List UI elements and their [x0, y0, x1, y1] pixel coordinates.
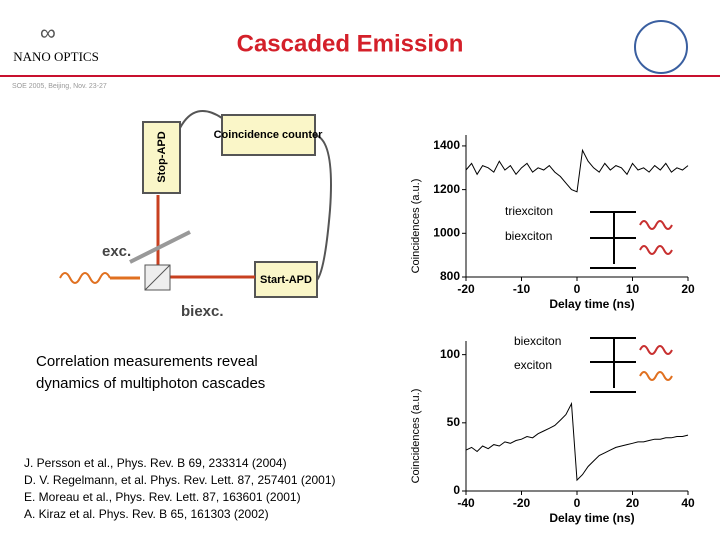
start-apd: [254, 261, 318, 298]
x-tick-label: 40: [681, 496, 695, 510]
data-line: [465, 148, 689, 193]
x-axis-label: Delay time (ns): [549, 511, 634, 525]
reference: A. Kiraz et al. Phys. Rev. B 65, 161303 …: [24, 507, 269, 521]
start-label: Start-APD: [260, 274, 312, 286]
data-line: [465, 401, 689, 482]
y-tick-label: 1400: [433, 138, 460, 152]
x-tick-label: -10: [513, 282, 531, 296]
x-tick-label: -40: [457, 496, 475, 510]
y-tick-label: 0: [453, 483, 460, 497]
x-axis-label: Delay time (ns): [549, 297, 634, 311]
reference: D. V. Regelmann, et al. Phys. Rev. Lett.…: [24, 473, 336, 487]
x-tick-label: 0: [574, 496, 581, 510]
stop-label: Stop-APD: [156, 131, 168, 182]
y-tick-label: 1200: [433, 182, 460, 196]
reference: E. Moreau et al., Phys. Rev. Lett. 87, 1…: [24, 490, 301, 504]
exc-label: exc.: [102, 243, 131, 260]
cable: [179, 109, 223, 129]
y-tick-label: 50: [447, 415, 461, 429]
filter: [129, 230, 191, 264]
annotation: biexciton: [514, 334, 561, 348]
y-axis-label: Coincidences (a.u.): [410, 389, 422, 484]
setup-diagram: Coincidence counter Stop-APD Start-APD e…: [59, 109, 332, 320]
x-tick-label: 20: [681, 282, 695, 296]
subtitle: SOE 2005, Beijing, Nov. 23-27: [12, 83, 107, 90]
annotation: biexciton: [505, 229, 552, 243]
x-tick-label: 0: [574, 282, 581, 296]
splitter-face: [144, 264, 171, 291]
logo: NANO OPTICS: [13, 49, 99, 64]
annotation: exciton: [514, 358, 552, 372]
university-seal: [634, 20, 688, 74]
reference: J. Persson et al., Phys. Rev. B 69, 2333…: [24, 456, 287, 470]
cable: [314, 134, 332, 281]
x-tick-label: -20: [513, 496, 531, 510]
level-scheme: [590, 211, 673, 393]
coincidence-label: Coincidence counter: [214, 129, 324, 141]
y-tick-label: 1000: [433, 225, 460, 239]
stop-apd: [142, 121, 181, 194]
y-axis-label: Coincidences (a.u.): [410, 179, 422, 274]
references: J. Persson et al., Phys. Rev. B 69, 2333…: [24, 456, 336, 521]
x-tick-label: -20: [457, 282, 475, 296]
title: Cascaded Emission: [237, 30, 464, 57]
x-tick-label: 10: [626, 282, 640, 296]
y-tick-label: 800: [440, 269, 460, 283]
y-tick-label: 100: [440, 347, 460, 361]
x-tick-label: 20: [626, 496, 640, 510]
annotation: triexciton: [505, 204, 553, 218]
summary: Correlation measurements reveal dynamics …: [36, 353, 265, 392]
biexc-label: biexc.: [181, 303, 224, 320]
coincidence-box: [221, 114, 316, 156]
wave: [59, 272, 111, 284]
logo-mark: ∞: [40, 20, 56, 45]
